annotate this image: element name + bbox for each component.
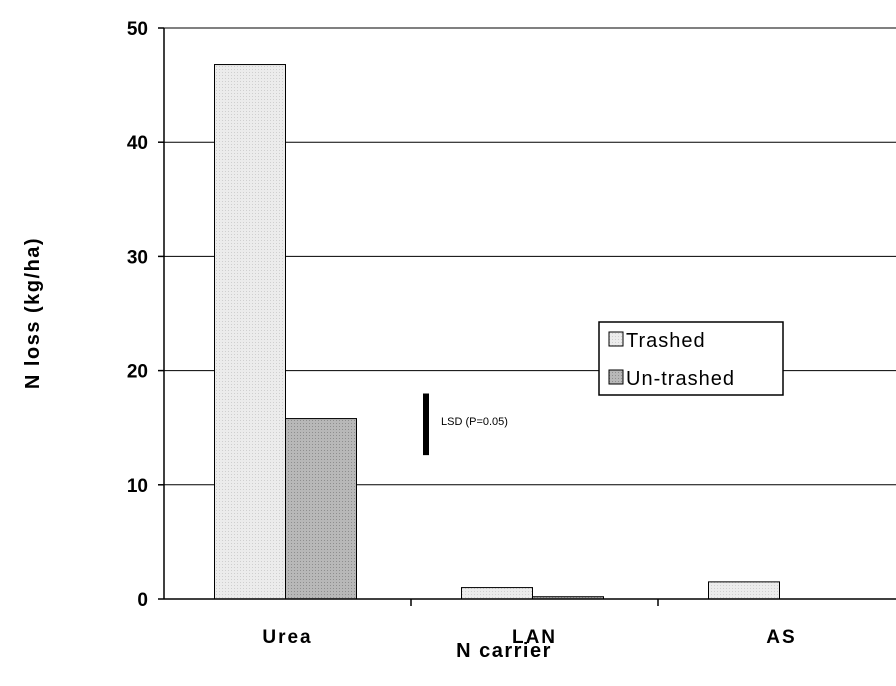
y-tick-label: 0 (137, 590, 148, 611)
x-tick-label: Urea (262, 627, 312, 648)
y-tick-label: 50 (127, 19, 148, 40)
y-axis-title: N loss (kg/ha) (22, 237, 44, 389)
x-tick-label: AS (766, 627, 796, 648)
axes: 0 10 20 30 40 50 Urea LAN AS (127, 19, 896, 648)
y-tick-label: 20 (127, 362, 148, 383)
bar-trashed-urea (214, 64, 286, 600)
lsd-annotation: LSD (P=0.05) (423, 393, 508, 456)
lsd-label: LSD (P=0.05) (441, 416, 508, 428)
y-tick-label: 40 (127, 133, 148, 154)
legend-label-trashed: Trashed (626, 330, 706, 352)
y-tick-label: 30 (127, 247, 148, 268)
legend-box (598, 321, 784, 396)
bar-trashed-lan (461, 587, 533, 600)
bar-trashed-as (708, 581, 780, 600)
x-tick-label: LAN (512, 627, 557, 648)
y-tick-label: 10 (127, 476, 148, 497)
legend-label-untrashed: Un-trashed (626, 368, 735, 390)
bars (214, 64, 780, 600)
legend-swatch-trashed (608, 331, 624, 347)
legend-swatch-untrashed (608, 369, 624, 385)
x-axis-title: N carrier (456, 640, 552, 662)
bar-un-trashed-urea (285, 418, 357, 600)
legend: Trashed Un-trashed (598, 321, 784, 396)
